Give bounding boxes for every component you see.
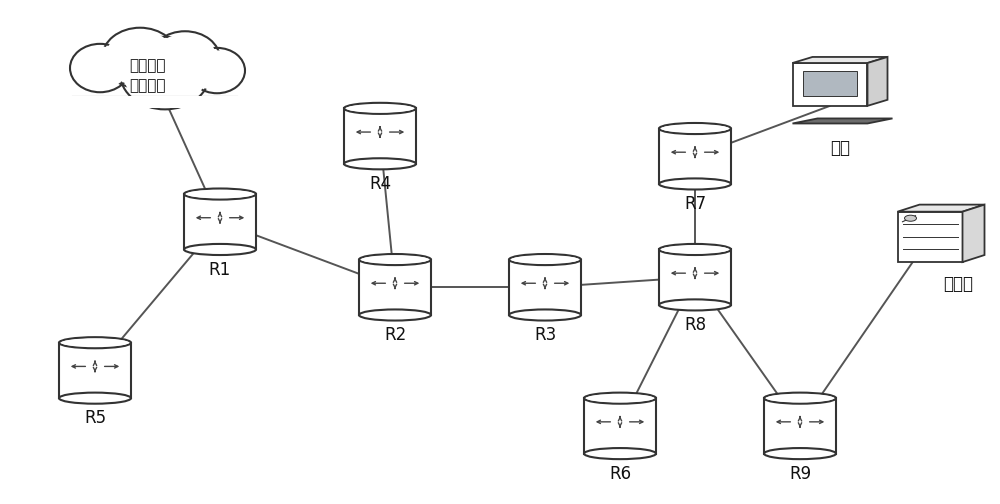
Bar: [184, 194, 256, 249]
Ellipse shape: [661, 124, 729, 133]
Polygon shape: [803, 71, 857, 96]
Ellipse shape: [102, 28, 178, 88]
Text: R4: R4: [369, 175, 391, 193]
Bar: [344, 108, 416, 164]
Text: R3: R3: [534, 326, 556, 344]
Ellipse shape: [150, 31, 220, 87]
Ellipse shape: [661, 245, 729, 254]
Text: 攻击者所
在局域网: 攻击者所 在局域网: [129, 58, 165, 93]
Bar: [659, 129, 731, 184]
Ellipse shape: [659, 178, 731, 190]
Ellipse shape: [153, 34, 217, 84]
Ellipse shape: [184, 244, 256, 255]
Text: 受害者: 受害者: [943, 275, 973, 293]
Bar: [70, 96, 240, 108]
Ellipse shape: [586, 394, 654, 402]
Ellipse shape: [105, 30, 175, 86]
Bar: [659, 249, 731, 305]
Ellipse shape: [189, 48, 245, 93]
Ellipse shape: [659, 299, 731, 310]
Ellipse shape: [123, 39, 207, 107]
Ellipse shape: [59, 337, 131, 348]
Bar: [584, 398, 656, 454]
Text: 终端: 终端: [830, 139, 850, 157]
Polygon shape: [898, 212, 962, 262]
Polygon shape: [867, 57, 888, 106]
Polygon shape: [792, 118, 893, 123]
Ellipse shape: [186, 190, 254, 198]
Ellipse shape: [359, 309, 431, 321]
Ellipse shape: [584, 393, 656, 404]
Ellipse shape: [120, 37, 210, 109]
Ellipse shape: [659, 123, 731, 134]
Ellipse shape: [344, 103, 416, 114]
Ellipse shape: [346, 104, 414, 112]
Bar: [65, 68, 243, 98]
Bar: [359, 260, 431, 315]
Bar: [764, 398, 836, 454]
Ellipse shape: [361, 256, 429, 264]
Ellipse shape: [764, 393, 836, 404]
Polygon shape: [962, 205, 984, 262]
Ellipse shape: [511, 256, 579, 264]
Ellipse shape: [61, 339, 129, 347]
Text: R9: R9: [789, 465, 811, 483]
Ellipse shape: [359, 254, 431, 265]
Ellipse shape: [766, 394, 834, 402]
Text: R8: R8: [684, 316, 706, 334]
Text: R2: R2: [384, 326, 406, 344]
Text: R1: R1: [209, 261, 231, 279]
Polygon shape: [898, 205, 984, 212]
Polygon shape: [792, 57, 888, 63]
Ellipse shape: [509, 254, 581, 265]
Ellipse shape: [764, 448, 836, 459]
Ellipse shape: [344, 158, 416, 169]
Ellipse shape: [59, 393, 131, 404]
Ellipse shape: [659, 244, 731, 255]
Ellipse shape: [192, 50, 242, 91]
Ellipse shape: [509, 309, 581, 321]
Polygon shape: [792, 63, 867, 106]
Text: R6: R6: [609, 465, 631, 483]
Ellipse shape: [184, 188, 256, 200]
Ellipse shape: [73, 46, 127, 90]
Ellipse shape: [584, 448, 656, 459]
Text: R7: R7: [684, 195, 706, 213]
Bar: [509, 260, 581, 315]
Text: R5: R5: [84, 409, 106, 427]
Bar: [59, 343, 131, 398]
Circle shape: [905, 215, 917, 221]
Ellipse shape: [70, 44, 130, 92]
